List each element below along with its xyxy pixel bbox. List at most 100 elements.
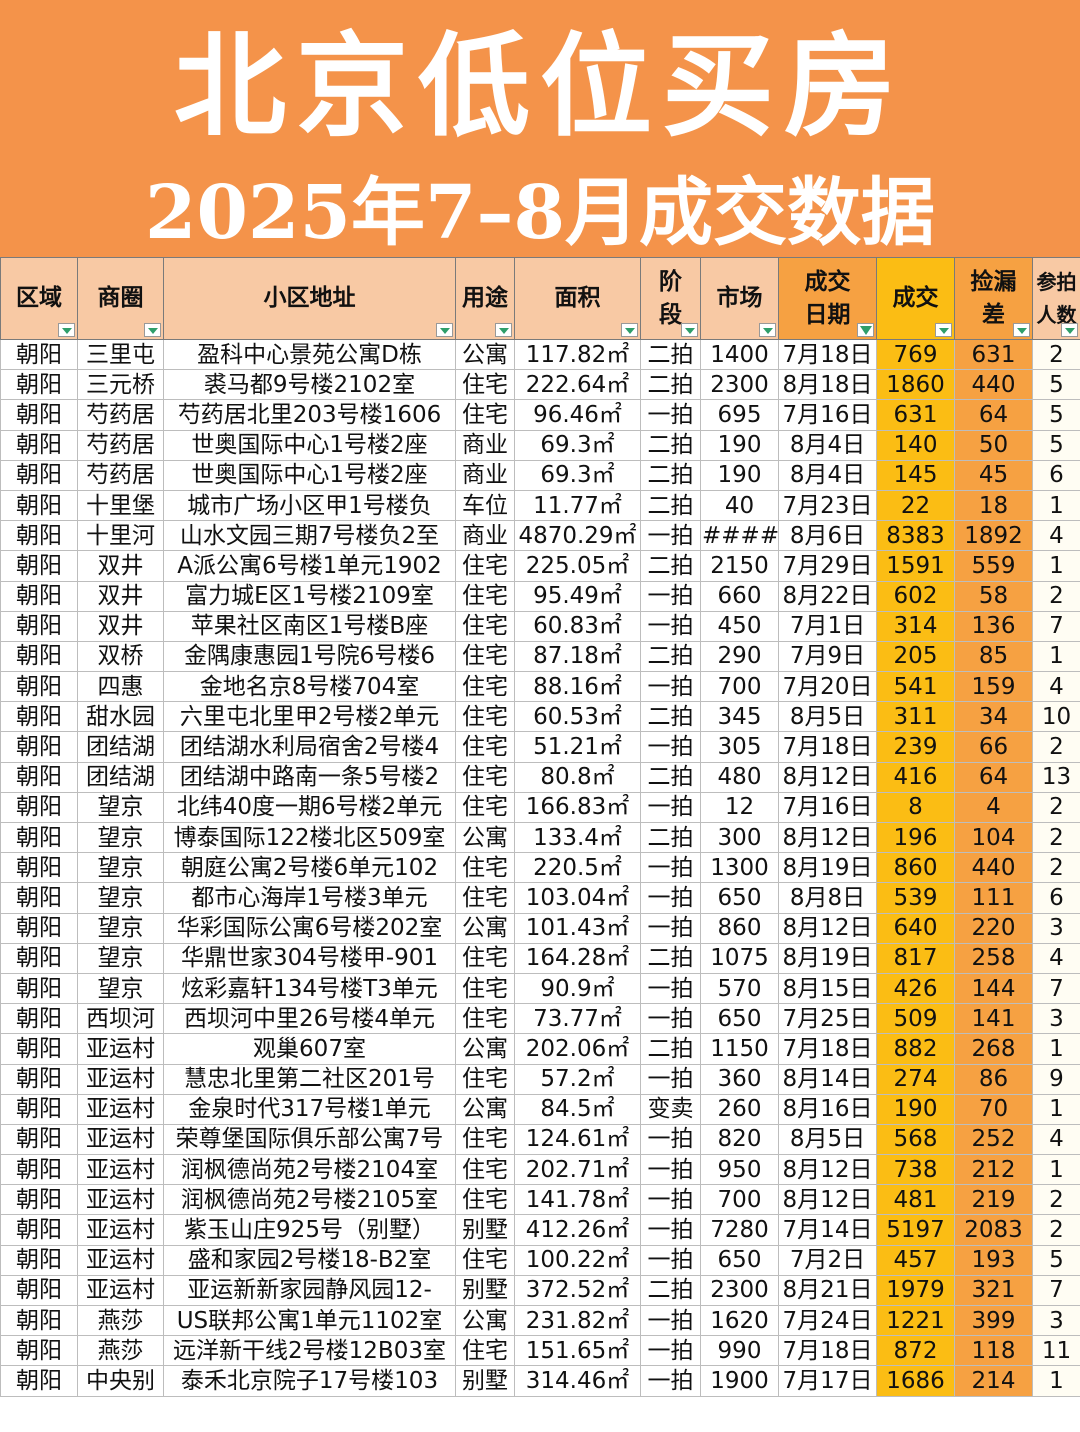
cell-market[interactable]: 570 [700,972,779,1005]
cell-date[interactable]: 8月12日 [778,1184,877,1216]
cell-market[interactable]: 190 [700,459,779,491]
cell-stage[interactable]: 一拍 [640,610,701,642]
cell-stage[interactable]: 一拍 [640,1184,701,1216]
cell-market[interactable]: 700 [700,1184,779,1216]
cell-price[interactable]: 140 [876,429,955,461]
cell-stage[interactable]: 一拍 [640,882,701,914]
cell-address[interactable]: 芍药居北里203号楼1606 [163,399,456,431]
cell-price[interactable]: 1860 [876,369,955,401]
cell-area[interactable]: 朝阳 [0,1365,78,1397]
cell-address[interactable]: 金泉时代317号楼1单元 [163,1093,456,1125]
cell-market[interactable]: 1900 [700,1365,779,1397]
cell-area[interactable]: 朝阳 [0,671,78,703]
cell-size[interactable]: 100.22㎡ [514,1244,641,1276]
cell-area[interactable]: 朝阳 [0,942,78,974]
cell-price[interactable]: 314 [876,610,955,642]
cell-size[interactable]: 141.78㎡ [514,1184,641,1216]
cell-address[interactable]: 山水文园三期7号楼负2至 [163,520,456,552]
cell-price[interactable]: 5197 [876,1214,955,1246]
cell-size[interactable]: 225.05㎡ [514,550,641,582]
cell-date[interactable]: 8月12日 [778,821,877,854]
cell-price[interactable]: 541 [876,671,955,703]
filter-dropdown-icon[interactable] [144,323,161,337]
cell-address[interactable]: 富力城E区1号楼2109室 [163,580,456,612]
cell-date[interactable]: 8月19日 [778,852,877,884]
cell-gap[interactable]: 85 [954,640,1033,673]
cell-address[interactable]: 润枫德尚苑2号楼2105室 [163,1184,456,1216]
cell-size[interactable]: 80.8㎡ [514,761,641,793]
cell-usage[interactable]: 住宅 [455,610,515,642]
cell-date[interactable]: 7月25日 [778,1003,877,1035]
cell-usage[interactable]: 住宅 [455,882,515,914]
cell-bidders[interactable]: 1 [1032,1033,1080,1065]
cell-market[interactable]: 7280 [700,1214,779,1246]
cell-stage[interactable]: 二拍 [640,459,701,491]
cell-district[interactable]: 团结湖 [77,761,164,793]
cell-date[interactable]: 8月12日 [778,912,877,944]
cell-area[interactable]: 朝阳 [0,550,78,582]
cell-date[interactable]: 7月29日 [778,550,877,582]
cell-price[interactable]: 568 [876,1123,955,1156]
cell-bidders[interactable]: 13 [1032,761,1080,793]
cell-area[interactable]: 朝阳 [0,610,78,642]
cell-stage[interactable]: 一拍 [640,671,701,703]
cell-usage[interactable]: 住宅 [455,761,515,793]
cell-stage[interactable]: 一拍 [640,520,701,552]
cell-gap[interactable]: 141 [954,1003,1033,1035]
cell-market[interactable]: 1400 [700,338,779,371]
filter-dropdown-icon[interactable] [436,323,453,337]
cell-price[interactable]: 1221 [876,1304,955,1337]
cell-date[interactable]: 8月12日 [778,1154,877,1186]
cell-area[interactable]: 朝阳 [0,761,78,793]
cell-market[interactable]: 1075 [700,942,779,974]
cell-usage[interactable]: 住宅 [455,399,515,431]
cell-gap[interactable]: 1892 [954,520,1033,552]
cell-size[interactable]: 88.16㎡ [514,671,641,703]
cell-market[interactable]: 260 [700,1093,779,1125]
cell-gap[interactable]: 136 [954,610,1033,642]
cell-date[interactable]: 7月16日 [778,791,877,824]
cell-stage[interactable]: 二拍 [640,1033,701,1065]
cell-price[interactable]: 196 [876,821,955,854]
cell-price[interactable]: 8 [876,791,955,824]
cell-bidders[interactable]: 1 [1032,550,1080,582]
cell-address[interactable]: 苹果社区南区1号楼B座 [163,610,456,642]
cell-area[interactable]: 朝阳 [0,1003,78,1035]
cell-gap[interactable]: 440 [954,852,1033,884]
cell-gap[interactable]: 220 [954,912,1033,944]
cell-size[interactable]: 69.3㎡ [514,459,641,491]
cell-district[interactable]: 亚运村 [77,1093,164,1125]
cell-date[interactable]: 8月21日 [778,1274,877,1307]
cell-date[interactable]: 8月19日 [778,942,877,974]
cell-bidders[interactable]: 3 [1032,1003,1080,1035]
cell-gap[interactable]: 86 [954,1063,1033,1095]
cell-usage[interactable]: 住宅 [455,1335,515,1367]
cell-usage[interactable]: 住宅 [455,1063,515,1095]
cell-address[interactable]: 金地名京8号楼704室 [163,671,456,703]
cell-date[interactable]: 8月6日 [778,520,877,552]
cell-bidders[interactable]: 6 [1032,459,1080,491]
cell-usage[interactable]: 商业 [455,429,515,461]
cell-stage[interactable]: 一拍 [640,1063,701,1095]
cell-size[interactable]: 124.61㎡ [514,1123,641,1156]
cell-district[interactable]: 三元桥 [77,369,164,401]
cell-gap[interactable]: 440 [954,369,1033,401]
filter-dropdown-icon[interactable] [1061,323,1078,337]
cell-date[interactable]: 7月14日 [778,1214,877,1246]
cell-size[interactable]: 133.4㎡ [514,821,641,854]
cell-price[interactable]: 817 [876,942,955,974]
cell-market[interactable]: 695 [700,399,779,431]
cell-address[interactable]: 世奥国际中心1号楼2座 [163,429,456,461]
cell-gap[interactable]: 104 [954,821,1033,854]
cell-address[interactable]: 世奥国际中心1号楼2座 [163,459,456,491]
cell-size[interactable]: 84.5㎡ [514,1093,641,1125]
cell-area[interactable]: 朝阳 [0,1304,78,1337]
cell-size[interactable]: 202.71㎡ [514,1154,641,1186]
cell-bidders[interactable]: 4 [1032,520,1080,552]
cell-area[interactable]: 朝阳 [0,369,78,401]
cell-price[interactable]: 769 [876,338,955,371]
cell-bidders[interactable]: 2 [1032,1184,1080,1216]
cell-size[interactable]: 90.9㎡ [514,972,641,1005]
cell-size[interactable]: 372.52㎡ [514,1274,641,1307]
cell-stage[interactable]: 变卖 [640,1093,701,1125]
